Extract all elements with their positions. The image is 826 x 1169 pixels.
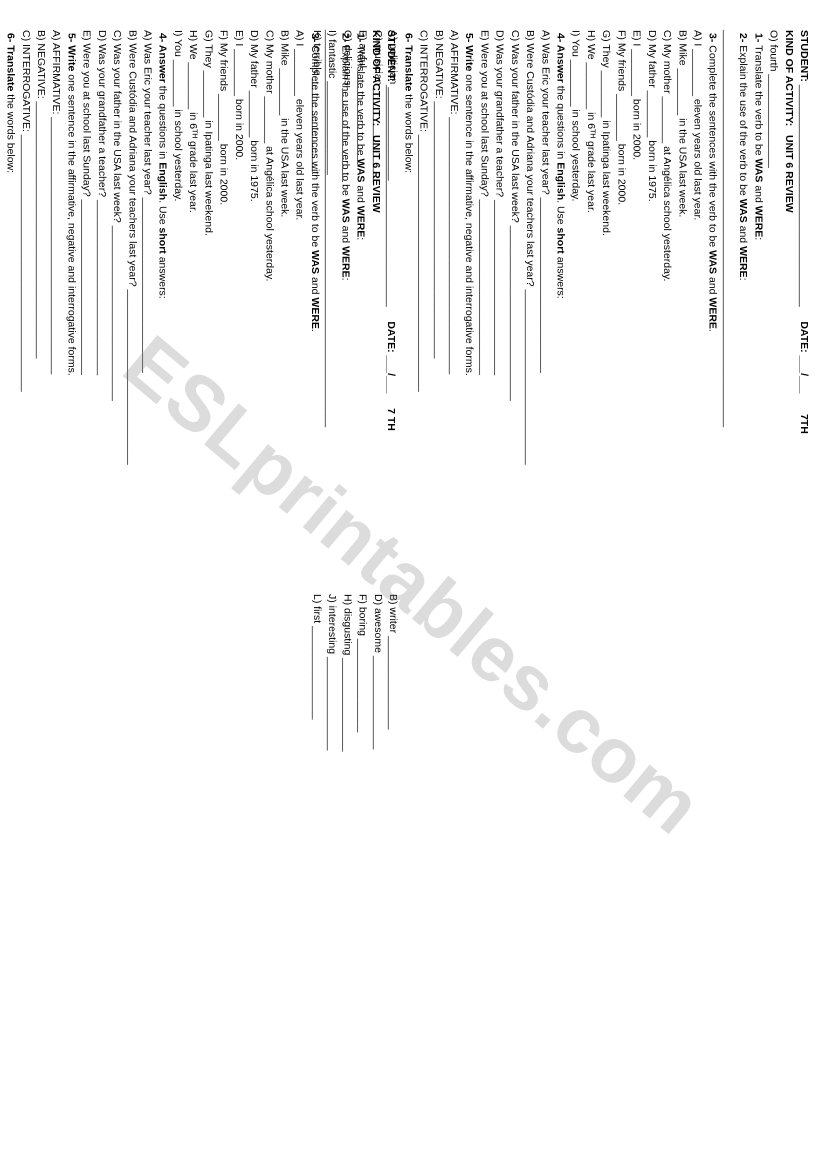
q6-item: G) delicious ________________ [339, 30, 354, 575]
q4-item: B) Were Custódia and Adriana your teache… [124, 30, 139, 1138]
q6-left-col: A) politician ________________ C) musici… [0, 30, 2, 576]
q3-item: I) You ________ in school yesterday. [568, 30, 583, 1138]
grade-label [798, 396, 810, 411]
q5-item: C) INTERROGATIVE: ______________________… [18, 30, 33, 1138]
q3-item: H) We ________ in 6ᵀᴴ grade last year. [583, 30, 598, 1138]
q4-item: D) Was your grandfather a teacher? _____… [94, 30, 109, 1138]
page: STUDENT: _______________________________… [0, 0, 826, 1169]
q6-item: B) writer ________________ [0, 594, 2, 1139]
q6-item: E) awful ________________ [354, 30, 369, 575]
q3-item: A) I ________ eleven years old last year… [291, 30, 306, 1138]
q4-item: D) Was your grandfather a teacher? _____… [491, 30, 506, 1138]
q3-item: B) Mike ________ in the USA last week. [276, 30, 291, 1138]
header-activity: KIND OF ACTIVITY: UNIT 6 REVIEW [781, 30, 796, 1137]
student-blank: ______________________________________ [798, 85, 810, 319]
q5-item: C) INTERROGATIVE: ______________________… [415, 30, 430, 1138]
q3-item: E) I ________ born in 2000. [628, 30, 643, 1138]
student-label: STUDENT: [798, 30, 810, 82]
top-extra: O) fourth ________________ [765, 30, 780, 1138]
q3-title: 3- Complete the sentences with the verb … [704, 33, 719, 1138]
q4-item: E) Were you at school last Sunday? _____… [476, 30, 491, 1138]
q5-item: B) NEGATIVE: ___________________________… [33, 30, 48, 1138]
q6-item: C) musician ________________ [370, 30, 385, 575]
activity-text: UNIT 6 REVIEW [783, 135, 795, 213]
q5-list: A) AFFIRMATIVE: ________________________… [415, 30, 461, 1139]
q6-item: A) politician ________________ [385, 30, 400, 575]
q6-title: 6- Translate the words below: [400, 33, 415, 1138]
q3-item: A) I ________ eleven years old last year… [689, 30, 704, 1138]
q4-list: A) Was Eric your teacher last year? ____… [78, 30, 154, 1139]
q5-title: 5- Write one sentence in the affirmative… [461, 33, 476, 1138]
q4-list: A) Was Eric your teacher last year? ____… [476, 30, 552, 1139]
q6-item: D) awesome ________________ [370, 594, 385, 1139]
q3-item: C) My mother ________ at Angélica school… [261, 30, 276, 1138]
q4-item: B) Were Custódia and Adriana your teache… [522, 30, 537, 1138]
q3-item: F) My friends ________ born in 2000. [215, 30, 230, 1138]
q6-left-col: A) politician ________________ C) musici… [309, 30, 400, 576]
q4-item: C) Was your father in the USA last week?… [507, 30, 522, 1138]
q6-item: I) fantastic ________________ [324, 30, 339, 575]
q6-title: 6- Translate the words below: [2, 33, 17, 1138]
q2-blank: ________________________________________… [720, 30, 735, 1138]
q3-item: F) My friends ________ born in 2000. [613, 30, 628, 1138]
q5-list: A) AFFIRMATIVE: ________________________… [18, 30, 64, 1139]
q4-title: 4- Answer the questions in English. Use … [552, 33, 567, 1138]
q6-item: B) writer ________________ [385, 594, 400, 1139]
q4-title: 4- Answer the questions in English. Use … [155, 33, 170, 1138]
q6-right-col: B) writer ________________ D) awesome __… [309, 594, 400, 1140]
q3-list: A) I ________ eleven years old last year… [170, 30, 307, 1139]
q3-item: D) My father ________ born in 1975. [644, 30, 659, 1138]
q6-table: A) politician ________________ C) musici… [309, 30, 400, 1139]
q6-item: J) interesting ________________ [324, 594, 339, 1139]
activity-label: KIND OF ACTIVITY: [783, 30, 795, 126]
q3-item: G) They ________ in Ipatinga last weeken… [200, 30, 215, 1138]
worksheet-right: STUDENT: _______________________________… [413, 0, 826, 1169]
q3-item: E) I ________ born in 2000. [231, 30, 246, 1138]
q5-item: A) AFFIRMATIVE: ________________________… [446, 30, 461, 1138]
q6-item: H) disgusting ________________ [339, 594, 354, 1139]
q6-item: L) first ________________ [309, 594, 324, 1139]
q6-item: A) politician ________________ [0, 30, 2, 575]
q5-item: B) NEGATIVE: ___________________________… [431, 30, 446, 1138]
q4-item: A) Was Eric your teacher last year? ____… [537, 30, 552, 1138]
q3-item: H) We ________ in 6ᵀᴴ grade last year. [185, 30, 200, 1138]
q5-title: 5- Write one sentence in the affirmative… [63, 33, 78, 1138]
q2-title: 2- Explain the use of the verb to be WAS… [735, 33, 750, 1138]
date-label: DATE: ___/___ [798, 321, 810, 393]
q3-item: B) Mike ________ in the USA last week. [674, 30, 689, 1138]
q3-item: G) They ________ in Ipatinga last weeken… [598, 30, 613, 1138]
q4-item: A) Was Eric your teacher last year? ____… [139, 30, 154, 1138]
q6-right-col: B) writer ________________ D) awesome __… [0, 594, 2, 1140]
q3-item: I) You ________ in school yesterday. [170, 30, 185, 1138]
q3-list: A) I ________ eleven years old last year… [568, 30, 705, 1139]
q1-title: 1- Translate the verb to be WAS and WERE… [750, 33, 765, 1138]
q3-item: D) My father ________ born in 1975. [246, 30, 261, 1138]
q4-item: C) Was your father in the USA last week?… [109, 30, 124, 1138]
q6-item: F) boring ________________ [354, 594, 369, 1139]
q3-item: C) My mother ________ at Angélica school… [659, 30, 674, 1138]
activity-value [783, 129, 795, 132]
grade-value: 7TH [798, 414, 810, 434]
q6-item: K) terrible ________________ [309, 30, 324, 575]
q5-item: A) AFFIRMATIVE: ________________________… [48, 30, 63, 1138]
q4-item: E) Were you at school last Sunday? _____… [78, 30, 93, 1138]
header-student: STUDENT: _______________________________… [796, 30, 811, 1137]
q6-table: A) politician ________________ C) musici… [0, 30, 2, 1139]
